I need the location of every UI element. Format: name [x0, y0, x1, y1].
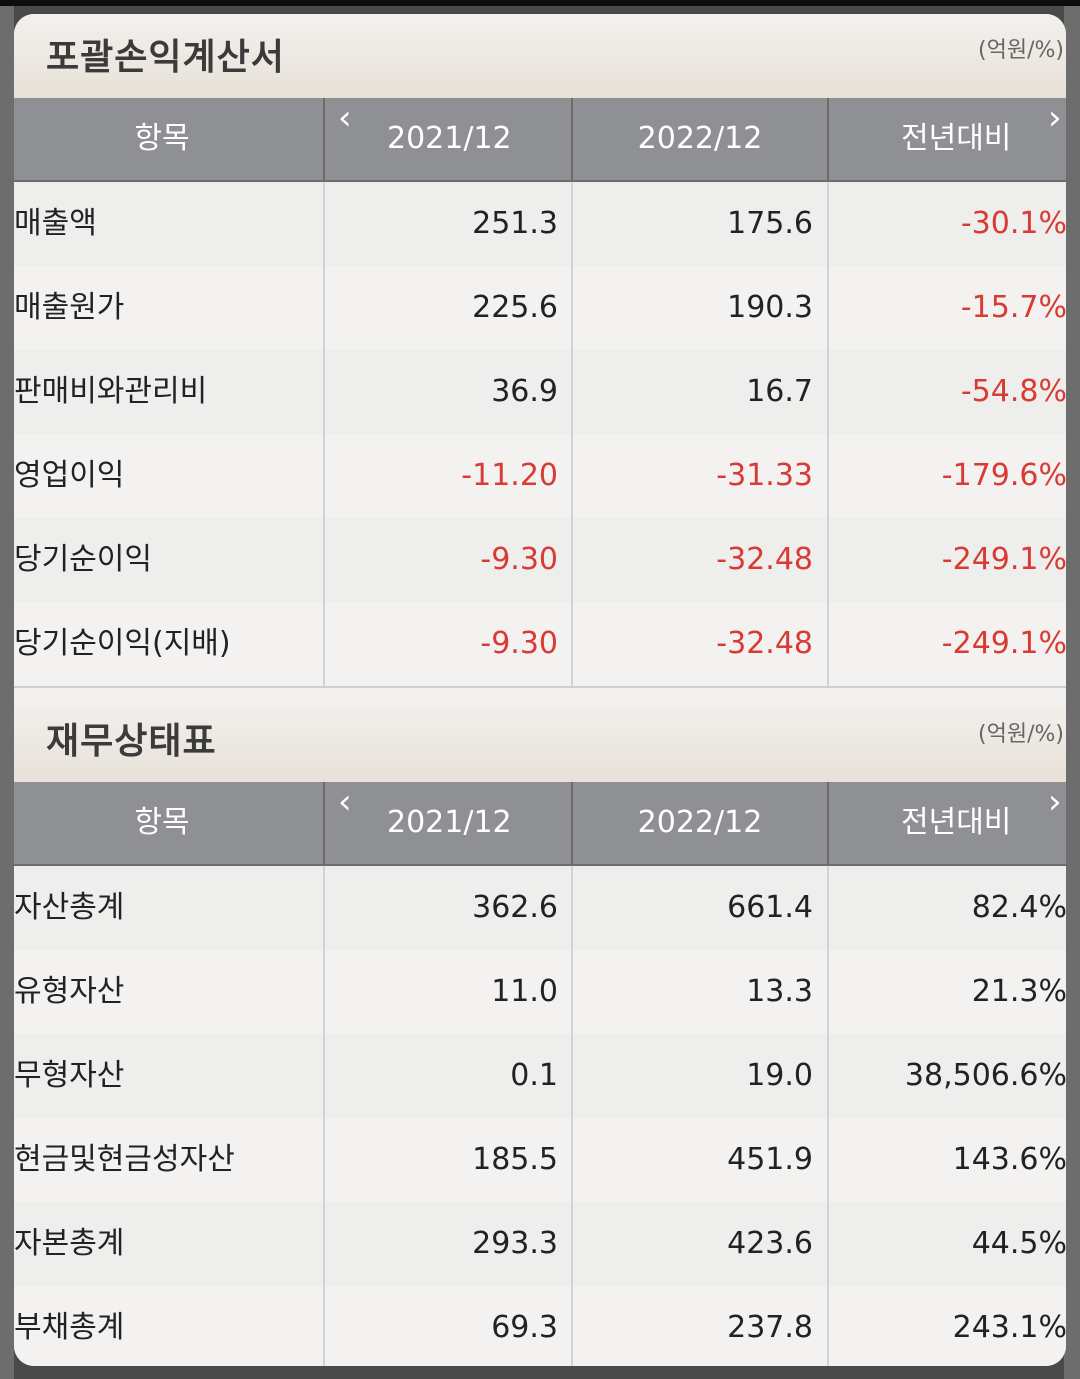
row-value-yoy: 243.1% — [952, 1310, 1066, 1345]
row-value-yoy: 44.5% — [971, 1226, 1066, 1261]
row-value-2022: 451.9 — [727, 1142, 813, 1177]
header-2021: 2021/12 — [387, 121, 512, 156]
header-2022: 2022/12 — [637, 805, 763, 840]
top-bar — [0, 0, 1080, 6]
table-row: 매출원가 225.6 190.3 -15.7% — [14, 266, 1066, 352]
row-item-label: 영업이익 — [14, 458, 125, 493]
table-row: 유형자산 11.0 13.3 21.3% — [14, 950, 1066, 1036]
row-value-2021: 251.3 — [472, 206, 558, 241]
table-row: 자산총계 362.6 661.4 82.4% — [14, 866, 1066, 952]
row-item-label: 매출액 — [14, 206, 97, 241]
row-value-2021: 185.5 — [472, 1142, 558, 1177]
chevron-right-icon[interactable]: › — [1048, 782, 1062, 822]
balance-table-header: 항목 ‹ 2021/12 2022/12 전년대비 › — [14, 782, 1066, 866]
row-value-yoy: -30.1% — [960, 206, 1066, 241]
row-value-2022: 423.6 — [727, 1226, 813, 1261]
table-row: 판매비와관리비 36.9 16.7 -54.8% — [14, 350, 1066, 436]
row-value-yoy: -15.7% — [960, 290, 1066, 325]
row-value-2021: -9.30 — [480, 542, 558, 577]
row-item-label: 유형자산 — [14, 974, 125, 1009]
financial-card: 포괄손익계산서 (억원/%) 항목 ‹ 2021/12 2022/12 전년대비… — [14, 14, 1066, 1366]
income-section-header: 포괄손익계산서 (억원/%) — [14, 14, 1066, 98]
balance-unit-label: (억원/%) — [978, 722, 1064, 747]
header-2021: 2021/12 — [387, 805, 512, 840]
table-row: 영업이익 -11.20 -31.33 -179.6% — [14, 434, 1066, 520]
row-value-2022: -32.48 — [716, 542, 813, 577]
header-item: 항목 — [134, 805, 190, 840]
row-value-2021: 293.3 — [472, 1226, 558, 1261]
chevron-left-icon[interactable]: ‹ — [338, 782, 352, 822]
row-item-label: 당기순이익 — [14, 542, 152, 577]
income-unit-label: (억원/%) — [978, 38, 1064, 63]
row-item-label: 판매비와관리비 — [14, 374, 208, 409]
row-value-2021: -9.30 — [480, 626, 558, 661]
chevron-right-icon[interactable]: › — [1048, 98, 1062, 138]
row-value-2021: 225.6 — [472, 290, 558, 325]
balance-section-header: 재무상태표 (억원/%) — [14, 698, 1066, 782]
table-row: 매출액 251.3 175.6 -30.1% — [14, 182, 1066, 268]
income-section-title: 포괄손익계산서 — [46, 37, 285, 78]
row-value-2021: 69.3 — [491, 1310, 558, 1345]
balance-section-title: 재무상태표 — [46, 721, 217, 762]
row-value-yoy: -179.6% — [941, 458, 1066, 493]
row-item-label: 당기순이익(지배) — [14, 626, 231, 661]
row-item-label: 자산총계 — [14, 890, 125, 925]
row-value-2022: 16.7 — [746, 374, 813, 409]
table-row: 부채총계 69.3 237.8 243.1% — [14, 1286, 1066, 1366]
right-edge — [1064, 6, 1080, 1379]
row-value-yoy: 143.6% — [952, 1142, 1066, 1177]
header-2022: 2022/12 — [637, 121, 763, 156]
row-value-2021: 11.0 — [491, 974, 558, 1009]
income-table-header: 항목 ‹ 2021/12 2022/12 전년대비 › — [14, 98, 1066, 182]
chevron-left-icon[interactable]: ‹ — [338, 98, 352, 138]
row-value-2021: 0.1 — [510, 1058, 558, 1093]
row-item-label: 매출원가 — [14, 290, 125, 325]
left-edge — [0, 6, 14, 1379]
row-value-yoy: 82.4% — [971, 890, 1066, 925]
row-value-2022: 19.0 — [746, 1058, 813, 1093]
row-value-yoy: -249.1% — [941, 626, 1066, 661]
row-value-2021: -11.20 — [461, 458, 558, 493]
row-value-yoy: -54.8% — [960, 374, 1066, 409]
header-yoy: 전년대비 — [901, 121, 1012, 156]
row-value-2022: -32.48 — [716, 626, 813, 661]
row-value-yoy: -249.1% — [941, 542, 1066, 577]
row-value-2022: 237.8 — [727, 1310, 813, 1345]
table-row: 당기순이익(지배) -9.30 -32.48 -249.1% — [14, 602, 1066, 688]
row-item-label: 현금및현금성자산 — [14, 1142, 235, 1177]
row-value-2021: 36.9 — [491, 374, 558, 409]
row-value-2022: 175.6 — [727, 206, 813, 241]
header-yoy: 전년대비 — [901, 805, 1012, 840]
table-row: 자본총계 293.3 423.6 44.5% — [14, 1202, 1066, 1288]
row-item-label: 자본총계 — [14, 1226, 125, 1261]
row-value-2022: -31.33 — [716, 458, 813, 493]
row-value-2022: 13.3 — [746, 974, 813, 1009]
table-row: 무형자산 0.1 19.0 38,506.6% — [14, 1034, 1066, 1120]
header-item: 항목 — [134, 121, 190, 156]
table-row: 당기순이익 -9.30 -32.48 -249.1% — [14, 518, 1066, 604]
table-row: 현금및현금성자산 185.5 451.9 143.6% — [14, 1118, 1066, 1204]
row-value-yoy: 21.3% — [971, 974, 1066, 1009]
row-value-2022: 190.3 — [727, 290, 813, 325]
row-value-2022: 661.4 — [727, 890, 813, 925]
row-item-label: 무형자산 — [14, 1058, 125, 1093]
row-item-label: 부채총계 — [14, 1310, 125, 1345]
row-value-yoy: 38,506.6% — [904, 1058, 1066, 1093]
row-value-2021: 362.6 — [472, 890, 558, 925]
